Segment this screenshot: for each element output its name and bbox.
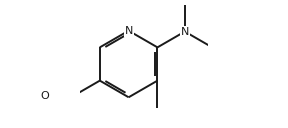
- Text: O: O: [41, 91, 49, 102]
- Text: N: N: [181, 26, 189, 37]
- Text: N: N: [124, 26, 133, 36]
